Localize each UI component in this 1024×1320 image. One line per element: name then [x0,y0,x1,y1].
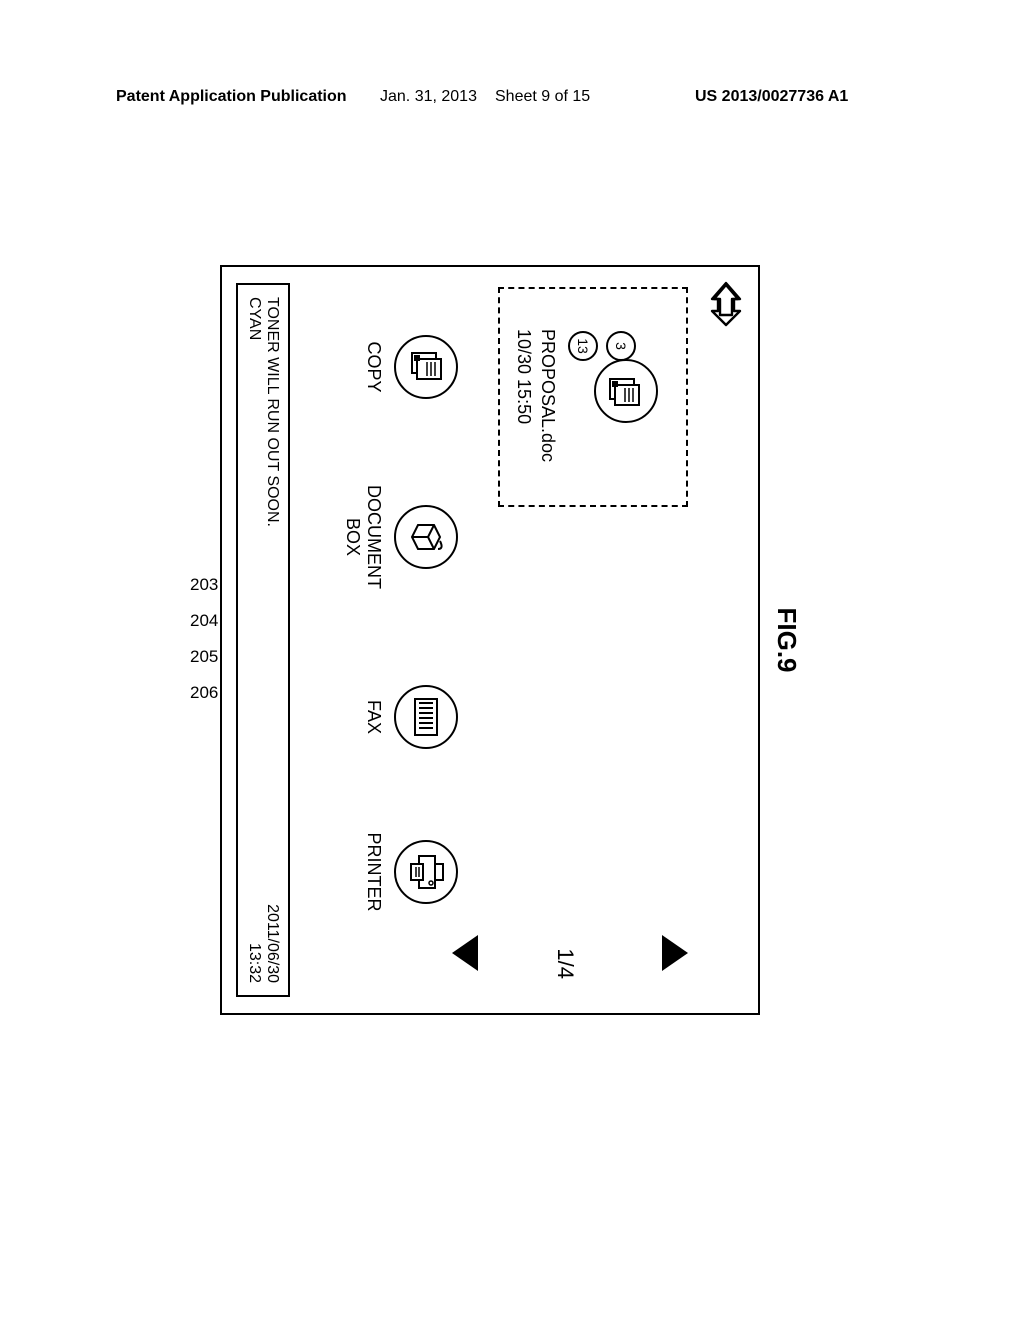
copy-icon-circle [394,335,458,399]
status-bar: TONER WILL RUN OUT SOON. CYAN 2011/06/30… [236,283,290,997]
recent-filename: PROPOSAL.doc [537,329,558,462]
status-message: TONER WILL RUN OUT SOON. CYAN [245,297,282,527]
header-publication: Patent Application Publication [116,88,347,106]
copy-icon [408,349,444,385]
recent-timestamp: 10/30 15:50 [513,329,534,424]
header-sheet: Sheet 9 of 15 [495,88,590,106]
fn-fax[interactable]: FAX [363,657,458,777]
ref-204: 204 [190,611,218,631]
document-stack-icon [606,375,642,411]
page-down-button[interactable] [452,935,478,971]
ref-203: 203 [190,575,218,595]
fn-copy[interactable]: COPY [363,307,458,427]
device-screen: 3 13 PROPOSAL.doc 10/30 15:50 [220,265,760,1015]
badge-copies: 3 [606,331,636,361]
document-box-label: DOCUMENT BOX [343,477,384,597]
header-date: Jan. 31, 2013 [380,88,477,106]
triangle-up-icon [662,935,688,971]
fax-icon-circle [394,685,458,749]
fax-label: FAX [363,657,384,777]
badge-pages: 13 [568,331,598,361]
printer-icon [407,852,445,892]
figure-label: FIG.9 [771,607,802,672]
page-counter: 1/4 [552,948,578,979]
document-box-icon [408,519,444,555]
document-box-icon-circle [394,505,458,569]
printer-label: PRINTER [363,812,384,932]
page-up-button[interactable] [662,935,688,971]
fn-printer[interactable]: PRINTER [363,812,458,932]
printer-icon-circle [394,840,458,904]
status-datetime: 2011/06/30 13:32 [245,904,282,983]
triangle-down-icon [452,935,478,971]
recent-document-widget[interactable]: 3 13 PROPOSAL.doc 10/30 15:50 [498,287,688,507]
fax-icon [411,697,441,737]
ref-205: 205 [190,647,218,667]
ref-206: 206 [190,683,218,703]
recent-document-icon-circle [594,359,658,423]
home-arrow-icon[interactable] [708,281,744,327]
page: Patent Application Publication Jan. 31, … [0,0,1024,1320]
header-pubno: US 2013/0027736 A1 [695,88,848,106]
fn-document-box[interactable]: DOCUMENT BOX [343,477,458,597]
figure-rotated-container: FIG.9 [220,265,760,1015]
copy-label: COPY [363,307,384,427]
